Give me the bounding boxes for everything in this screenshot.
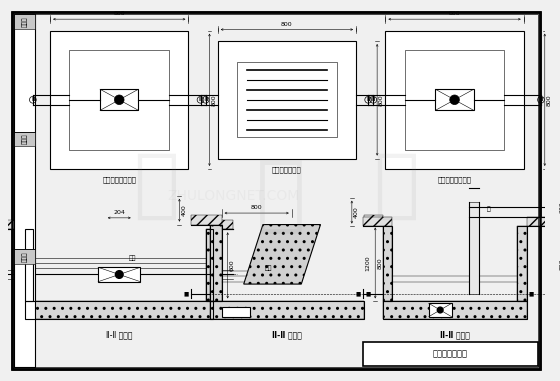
Bar [210,224,222,301]
Bar [15,14,35,132]
Bar [382,301,526,319]
Bar [385,31,524,169]
Bar [405,50,505,150]
Text: Ⅱ: Ⅱ [539,97,543,102]
Bar [15,132,35,249]
Text: Ⅱ-Ⅱ 剖面图: Ⅱ-Ⅱ 剖面图 [106,330,133,339]
Bar [98,267,141,282]
Bar [191,215,222,224]
Bar [25,301,213,319]
Text: Ⅱ: Ⅱ [204,97,207,102]
Text: 连线泵井平面图: 连线泵井平面图 [272,166,302,173]
Bar [218,41,356,158]
Text: 204: 204 [113,210,125,215]
Bar [363,217,392,226]
Text: 龍: 龍 [256,155,306,236]
Bar [210,301,363,319]
Text: 水池: 水池 [129,255,136,261]
Text: ■: ■ [184,291,189,296]
Bar [25,229,33,301]
Bar [206,229,213,301]
Text: ■: ■ [529,291,534,296]
Text: 800: 800 [211,94,216,106]
Bar [469,202,479,294]
Bar [213,220,232,229]
Bar [15,132,35,146]
Text: 800: 800 [559,258,560,270]
Text: 800: 800 [379,94,384,106]
Bar [25,229,33,301]
Text: ■: ■ [366,291,371,296]
Text: 筑: 筑 [133,149,179,223]
Polygon shape [244,224,320,284]
Text: 栓: 栓 [486,207,490,212]
Text: 给水阀门井平面图: 给水阀门井平面图 [102,176,136,183]
Text: 800: 800 [281,22,293,27]
Bar [6,220,25,229]
Text: 800: 800 [547,94,552,106]
Bar [517,226,526,301]
Bar [222,307,250,317]
Text: 审核人: 审核人 [22,16,27,27]
Bar [382,301,526,319]
Circle shape [115,271,123,279]
Text: Ⅱ: Ⅱ [31,97,35,102]
Bar [15,249,35,367]
Text: 600: 600 [230,259,235,271]
Text: 800: 800 [449,11,460,16]
Text: 喷泉实例节点图: 喷泉实例节点图 [433,349,468,358]
Text: 400: 400 [0,209,1,221]
Circle shape [114,95,124,105]
Bar [363,215,383,224]
Circle shape [450,95,459,105]
Text: 控空阀门井平面图: 控空阀门井平面图 [437,176,472,183]
Text: ZHULONGNET.COM: ZHULONGNET.COM [167,189,299,203]
Bar [15,249,35,264]
Bar [237,62,337,137]
Bar [50,31,188,169]
Bar [25,301,213,319]
Text: 網: 網 [374,149,419,223]
Bar [435,89,474,110]
Text: 400: 400 [354,206,359,218]
Text: 800: 800 [114,11,125,16]
Text: 校工人: 校工人 [22,134,27,144]
Text: 设计人: 设计人 [22,251,27,262]
Bar [526,217,546,226]
Bar [363,342,538,366]
Circle shape [437,307,443,313]
Text: Ⅱ: Ⅱ [367,97,370,102]
Bar [382,226,392,301]
Text: 400: 400 [181,204,186,216]
Bar [15,14,35,29]
Text: Ⅱ: Ⅱ [372,97,375,102]
Bar [210,224,222,301]
Text: Ⅱ: Ⅱ [199,97,202,102]
Text: 800: 800 [377,257,382,269]
Bar [69,50,169,150]
Bar [428,303,452,317]
Text: 200: 200 [559,202,560,213]
Text: ■: ■ [356,291,361,296]
Bar [382,226,392,301]
Text: 800: 800 [251,205,263,210]
Bar [206,229,213,301]
Text: 水池: 水池 [265,265,273,271]
Text: Ⅱ-Ⅱ 剖面图: Ⅱ-Ⅱ 剖面图 [440,330,469,339]
Bar [15,14,35,367]
Bar [100,89,138,110]
Text: 1200: 1200 [366,255,371,271]
Text: Ⅱ-Ⅱ 剖面图: Ⅱ-Ⅱ 剖面图 [272,330,302,339]
Bar [517,226,526,301]
Bar [210,301,363,319]
